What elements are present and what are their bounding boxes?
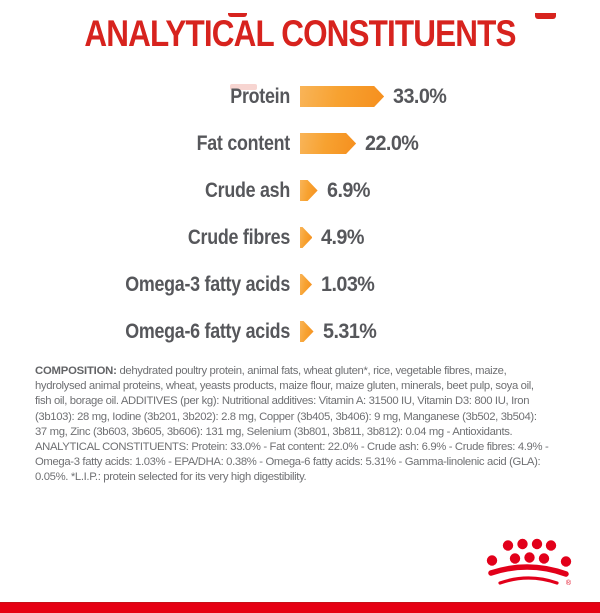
bar-value: 1.03% <box>321 272 375 296</box>
registered-trademark-icon: ® <box>566 579 572 587</box>
royal-canin-crown-icon: ® <box>486 538 572 587</box>
composition-line: 0.05%. *L.I.P.: protein selected for its… <box>35 471 307 484</box>
bar-value: 22.0% <box>365 131 419 155</box>
bar-label: Omega-6 fatty acids <box>125 319 290 343</box>
bar-label: Crude fibres <box>187 225 290 249</box>
row-protein: Protein 33.0% <box>0 73 600 120</box>
row-omega-6: Omega-6 fatty acids 5.31% <box>0 308 600 355</box>
composition-line: hydrolysed animal proteins, wheat, yeast… <box>35 380 534 393</box>
print-smudge <box>230 84 257 90</box>
bar-value: 5.31% <box>322 319 377 343</box>
brand-red-footer-bar <box>0 602 600 613</box>
composition-line: Omega-3 fatty acids: 1.03% - EPA/DHA: 0.… <box>35 456 541 469</box>
row-omega-3: Omega-3 fatty acids 1.03% <box>0 261 600 308</box>
bar-value: 33.0% <box>393 84 447 108</box>
omega-3-bar <box>300 274 312 295</box>
crude-ash-bar <box>300 180 318 201</box>
composition-lead: COMPOSITION: <box>35 365 117 377</box>
row-fat-content: Fat content 22.0% <box>0 120 600 167</box>
bar-value: 4.9% <box>321 225 365 249</box>
cropped-print-artifact <box>228 13 247 17</box>
omega-6-bar <box>300 321 314 342</box>
protein-bar <box>300 86 384 107</box>
row-crude-ash: Crude ash 6.9% <box>0 167 600 214</box>
page-title: ANALYTICAL CONSTITUENTS <box>84 13 516 54</box>
composition-line: fish oil, borage oil. ADDITIVES (per kg)… <box>35 395 530 408</box>
analytical-constituents-chart: Protein 33.0% Fat content 22.0% Crude as… <box>0 73 600 355</box>
cropped-print-artifact <box>535 13 556 19</box>
crude-fibres-bar <box>300 227 312 248</box>
bar-value: 6.9% <box>326 178 370 202</box>
row-crude-fibres: Crude fibres 4.9% <box>0 214 600 261</box>
composition-line: ANALYTICAL CONSTITUENTS: Protein: 33.0% … <box>35 441 549 454</box>
bar-label: Protein <box>230 84 290 108</box>
fat-content-bar <box>300 133 356 154</box>
bar-label: Crude ash <box>205 178 290 202</box>
composition-line: COMPOSITION: dehydrated poultry protein,… <box>35 364 580 379</box>
composition-text: COMPOSITION: dehydrated poultry protein,… <box>35 364 580 486</box>
bar-label: Omega-3 fatty acids <box>125 272 290 296</box>
composition-line-1: dehydrated poultry protein, animal fats,… <box>116 365 507 377</box>
composition-line: (3b103): 28 mg, Iodine (3b201, 3b202): 2… <box>35 410 537 423</box>
composition-line: 37 mg, Zinc (3b603, 3b605, 3b606): 131 m… <box>35 425 513 438</box>
bar-label: Fat content <box>196 131 291 155</box>
